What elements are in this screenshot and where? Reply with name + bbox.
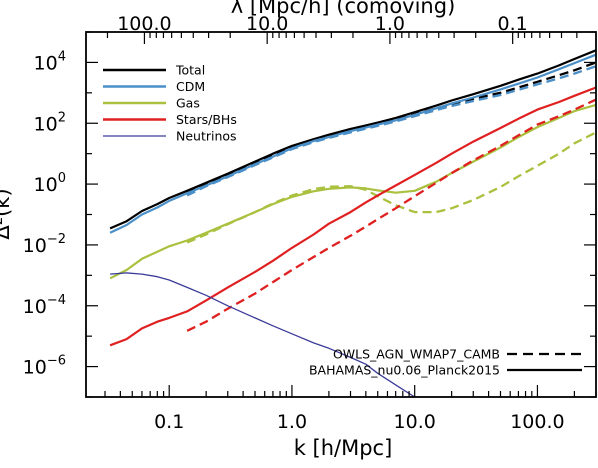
series-cdm-solid — [109, 53, 596, 234]
top-tick-label: 1.0 — [375, 13, 405, 35]
top-tick-labels: 100.0 10.0 1.0 0.1 — [117, 13, 528, 35]
series-neutrinos-solid — [110, 272, 416, 397]
y-tick-label: 102 — [34, 110, 66, 135]
legend-label-gas: Gas — [176, 96, 200, 111]
y-axis-title: Δ²(k) — [0, 188, 14, 239]
legend-linestyle: OWLS_AGN_WMAP7_CAMBBAHAMAS_nu0.06_Planck… — [309, 347, 582, 378]
top-tick-label: 100.0 — [117, 13, 171, 35]
top-tick-label: 0.1 — [498, 13, 528, 35]
series-cdm-dashed — [186, 65, 596, 197]
legend-label-cdm: CDM — [176, 79, 205, 94]
y-tick-labels: 10−6 10−4 10−2 100 102 104 — [23, 49, 66, 378]
top-axis-title: λ [Mpc/h] (comoving) — [231, 0, 456, 18]
x-axis-title: k [h/Mpc] — [294, 436, 393, 460]
x-tick-label: 1.0 — [277, 411, 307, 433]
legend-label-total: Total — [175, 63, 205, 78]
x-tick-label: 100.0 — [510, 411, 564, 433]
y-tick-label: 10−4 — [23, 293, 66, 318]
plot-frame — [85, 31, 597, 398]
legend-label-stars-bhs: Stars/BHs — [176, 112, 237, 127]
x-tick-label: 10.0 — [394, 411, 436, 433]
y-tick-label: 10−2 — [23, 232, 66, 257]
series-total-solid — [109, 49, 596, 230]
series-stars-bhs-solid — [109, 86, 596, 347]
series-stars-bhs-dashed — [186, 98, 596, 332]
x-tick-label: 0.1 — [154, 411, 184, 433]
legend-label-neutrinos: Neutrinos — [176, 129, 237, 144]
series-layer — [109, 49, 596, 397]
top-tick-label: 10.0 — [246, 13, 288, 35]
legend-label-dashed: OWLS_AGN_WMAP7_CAMB — [333, 347, 500, 362]
series-gas-solid — [109, 103, 596, 280]
legend-label-solid: BAHAMAS_nu0.06_Planck2015 — [309, 363, 500, 378]
y-tick-label: 100 — [34, 171, 66, 196]
x-tick-labels: 0.1 1.0 10.0 100.0 — [154, 411, 565, 433]
y-tick-label: 10−6 — [23, 354, 66, 379]
y-tick-label: 104 — [34, 49, 66, 74]
